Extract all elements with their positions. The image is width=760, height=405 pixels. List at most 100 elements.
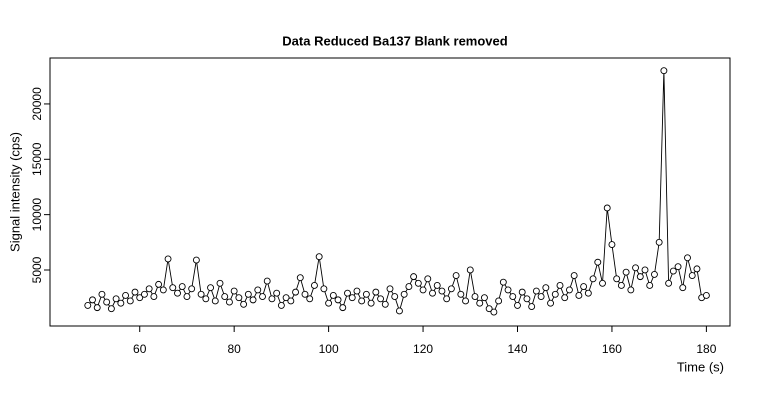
- x-tick-label: 180: [696, 342, 716, 356]
- x-tick-label: 120: [413, 342, 433, 356]
- point: [188, 285, 196, 293]
- point: [608, 241, 616, 248]
- point: [244, 290, 252, 298]
- point: [150, 293, 158, 301]
- point: [499, 278, 507, 286]
- x-tick-label: 140: [507, 342, 527, 356]
- point: [282, 294, 290, 302]
- point: [310, 282, 318, 289]
- point: [613, 275, 621, 283]
- point: [693, 265, 701, 273]
- point: [547, 299, 555, 307]
- point: [235, 294, 243, 302]
- point: [466, 266, 474, 274]
- point: [556, 282, 564, 289]
- point: [174, 289, 181, 297]
- point: [532, 287, 540, 295]
- point: [471, 293, 479, 301]
- point: [584, 289, 592, 297]
- point: [344, 289, 351, 297]
- point: [98, 290, 106, 298]
- point: [561, 294, 569, 302]
- point: [433, 282, 441, 289]
- point: [636, 273, 644, 281]
- point: [424, 275, 432, 283]
- point: [117, 299, 125, 307]
- point: [221, 293, 229, 301]
- series-line: [87, 70, 707, 313]
- point: [490, 308, 498, 316]
- plot-frame: [49, 57, 731, 327]
- point: [164, 255, 172, 263]
- point: [273, 289, 281, 297]
- point: [551, 290, 559, 298]
- point: [646, 282, 654, 289]
- point: [306, 295, 314, 303]
- point: [178, 283, 186, 291]
- point: [580, 283, 588, 291]
- point: [575, 291, 583, 299]
- point: [679, 284, 687, 292]
- point: [650, 270, 658, 278]
- point: [367, 299, 375, 307]
- x-axis-label: Time (s): [677, 359, 724, 374]
- x-tick-label: 80: [227, 342, 241, 356]
- point: [438, 287, 446, 295]
- point: [296, 274, 304, 282]
- point: [183, 293, 191, 301]
- point: [660, 67, 668, 75]
- point: [155, 280, 163, 288]
- point: [655, 238, 663, 246]
- point: [542, 284, 550, 292]
- point: [362, 290, 370, 298]
- point: [627, 286, 635, 294]
- point: [495, 297, 503, 305]
- point: [122, 291, 130, 299]
- point: [225, 298, 233, 306]
- point: [589, 275, 597, 283]
- point: [140, 290, 148, 298]
- point: [358, 297, 366, 305]
- point: [665, 279, 673, 287]
- point: [202, 295, 210, 303]
- y-tick-label: 10000: [30, 198, 44, 232]
- point: [207, 284, 215, 292]
- point: [131, 288, 139, 296]
- point: [603, 204, 611, 212]
- point: [320, 285, 328, 293]
- y-tick-label: 5000: [30, 256, 44, 283]
- point: [287, 297, 295, 305]
- point: [254, 286, 262, 294]
- point: [414, 279, 422, 287]
- point: [447, 285, 455, 293]
- point: [301, 290, 309, 298]
- point: [377, 295, 385, 303]
- chart-title: Data Reduced Ba137 Blank removed: [282, 33, 507, 48]
- point: [112, 295, 120, 303]
- point: [159, 286, 167, 294]
- point: [400, 290, 408, 298]
- y-tick-label: 20000: [30, 87, 44, 121]
- point: [452, 272, 460, 279]
- point: [103, 298, 111, 306]
- x-tick-label: 160: [602, 342, 622, 356]
- point: [518, 288, 526, 296]
- point: [145, 285, 153, 293]
- point: [192, 256, 200, 264]
- point: [339, 304, 347, 312]
- point: [429, 289, 436, 297]
- point: [669, 267, 677, 275]
- point: [263, 277, 271, 285]
- point: [410, 273, 418, 281]
- point: [641, 266, 649, 274]
- point: [249, 296, 257, 304]
- point: [334, 296, 342, 304]
- point: [509, 293, 517, 301]
- point: [381, 300, 389, 308]
- point: [594, 258, 602, 266]
- point: [107, 305, 115, 313]
- point: [197, 290, 205, 298]
- point: [702, 291, 710, 299]
- point: [268, 295, 276, 303]
